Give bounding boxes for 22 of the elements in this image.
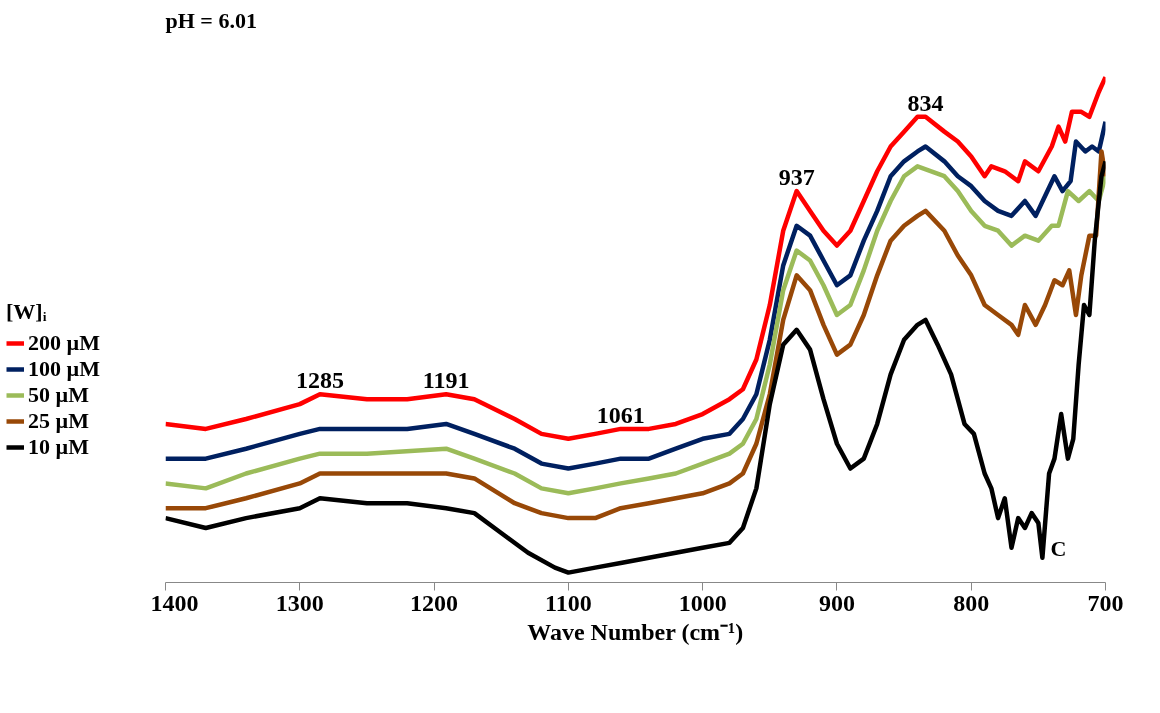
x-tick-label: 800 bbox=[953, 589, 990, 616]
legend-label: 25 µM bbox=[28, 408, 89, 434]
x-tick-label: 700 bbox=[1087, 589, 1124, 616]
annotation: C bbox=[1050, 535, 1067, 561]
x-tick-label: 1000 bbox=[678, 589, 727, 616]
x-tick-label: 900 bbox=[818, 589, 855, 616]
annotation: 1191 bbox=[422, 367, 470, 394]
chart-title: pH = 6.01 bbox=[165, 7, 257, 33]
annotation: 834 bbox=[907, 89, 944, 116]
legend-label: 100 µM bbox=[28, 356, 100, 382]
legend-label: 50 µM bbox=[28, 382, 89, 408]
annotation: 1061 bbox=[596, 401, 645, 428]
x-axis-title: Wave Number (cm⁻¹) bbox=[527, 618, 744, 645]
legend-title: [W]ᵢ bbox=[6, 299, 48, 325]
legend-label: 200 µM bbox=[28, 330, 100, 356]
annotation: 1285 bbox=[295, 367, 344, 394]
x-tick-label: 1200 bbox=[410, 589, 459, 616]
x-tick-label: 1300 bbox=[275, 589, 324, 616]
x-tick-label: 1100 bbox=[545, 589, 592, 616]
legend-label: 10 µM bbox=[28, 434, 89, 460]
annotation: 937 bbox=[778, 164, 815, 191]
x-tick-label: 1400 bbox=[150, 589, 199, 616]
